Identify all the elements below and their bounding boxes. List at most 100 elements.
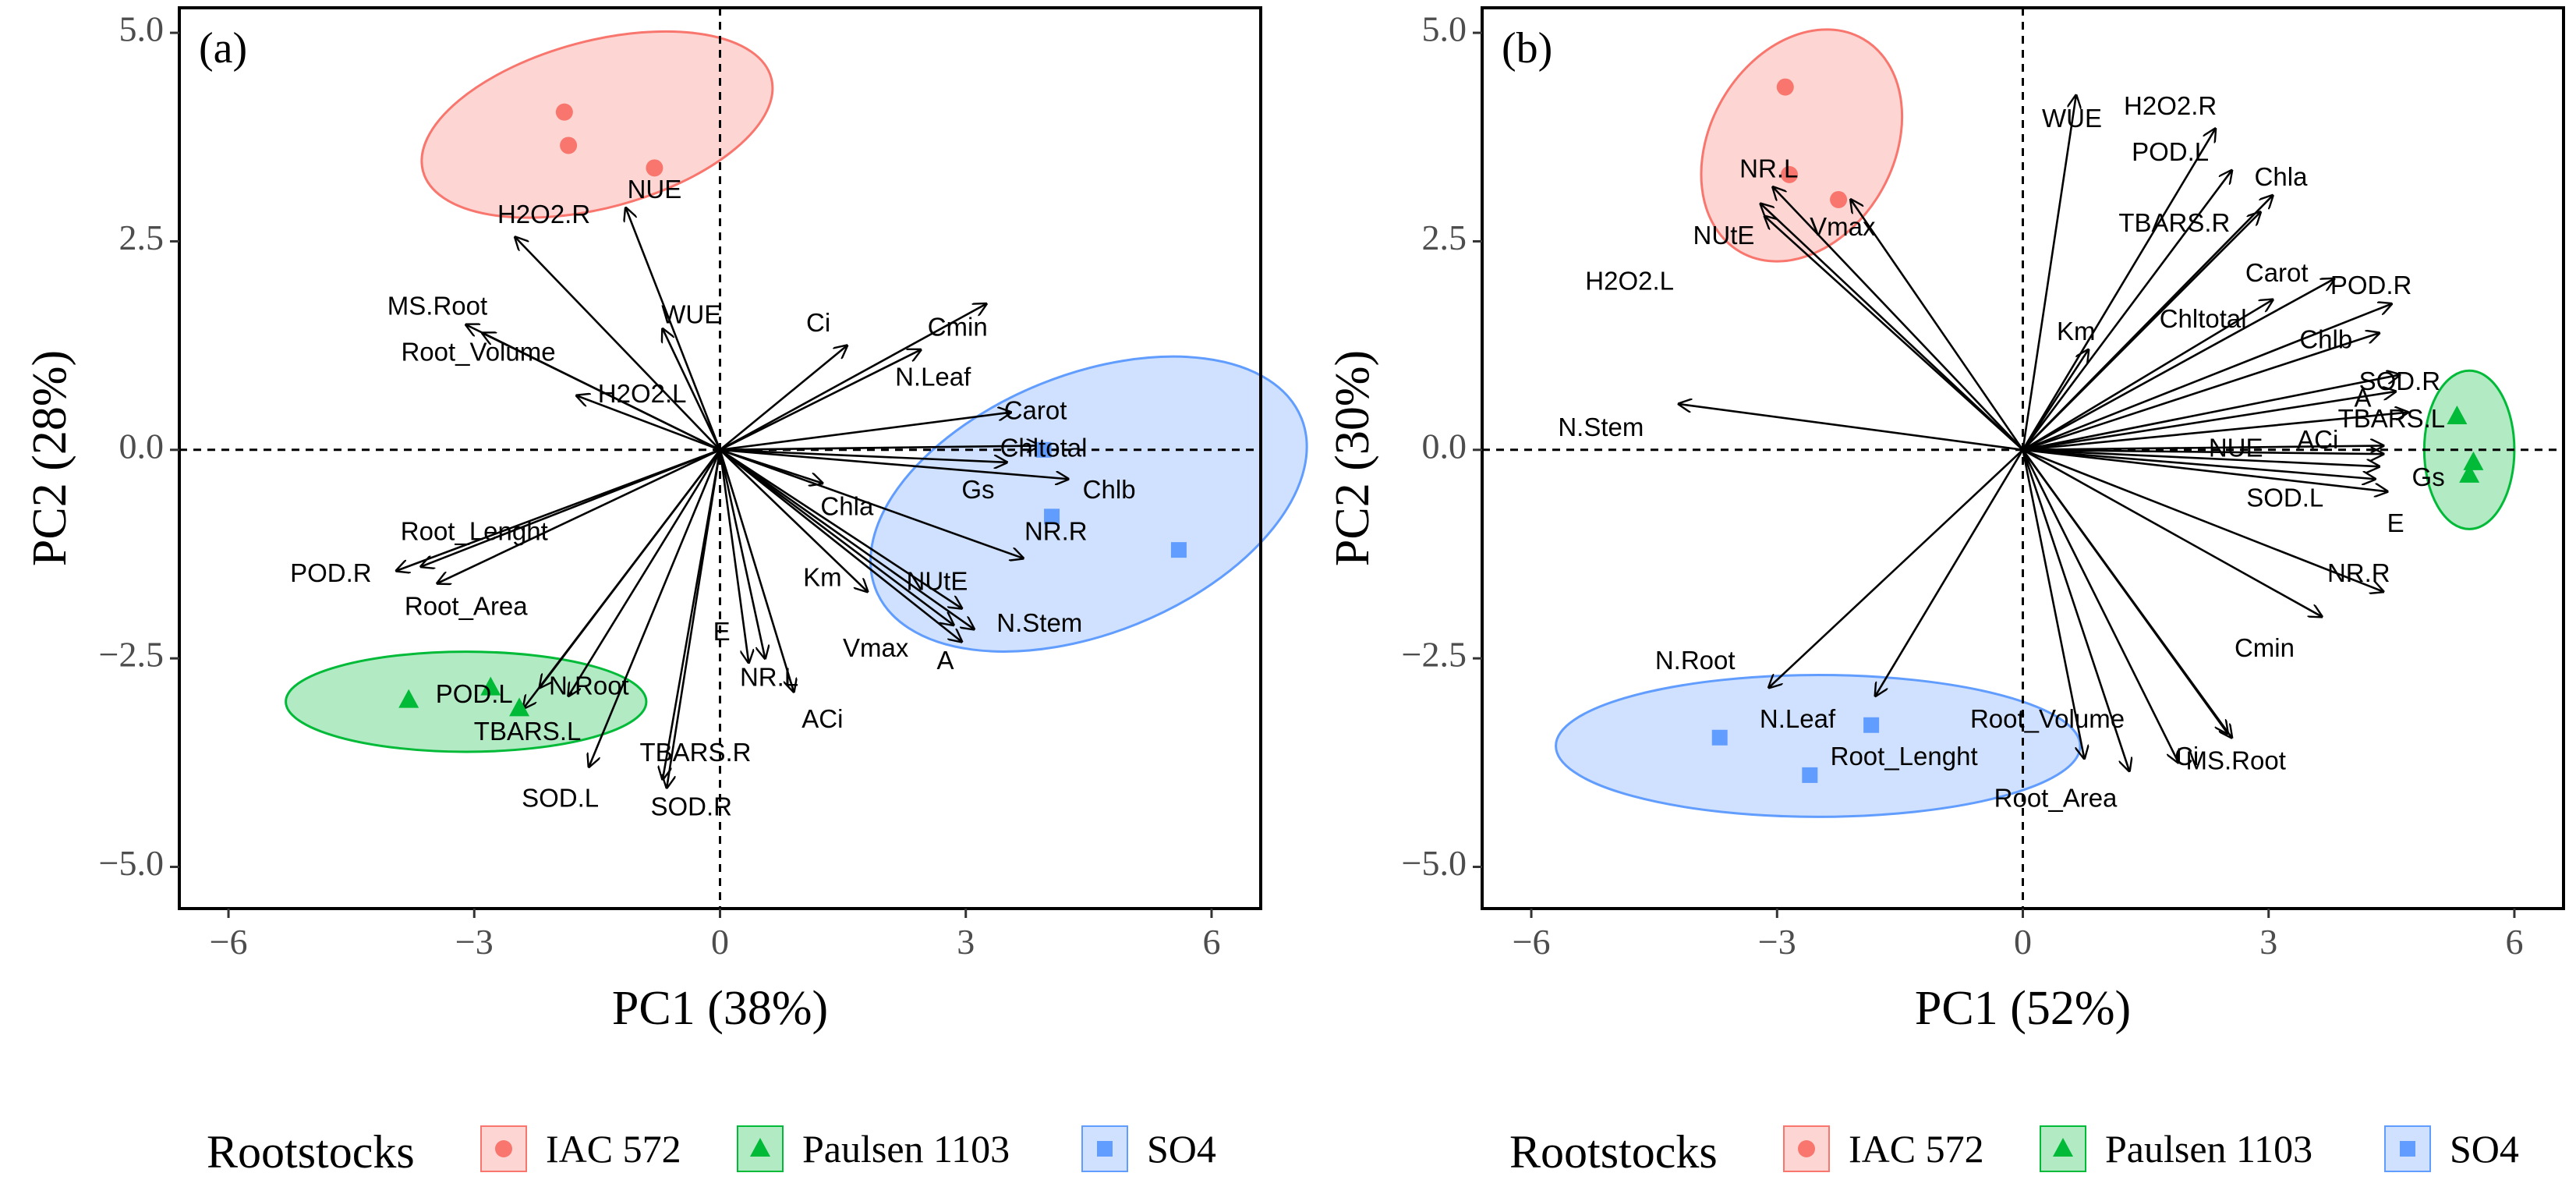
loading-arrow-cmin	[719, 304, 986, 451]
legend-label-paulsen1103: Paulsen 1103	[2105, 1127, 2312, 1171]
loading-label-nue: NUE	[628, 175, 682, 204]
loading-arrow-tbars-r	[2022, 212, 2261, 451]
point-so4	[1035, 441, 1052, 458]
loading-label-km: Km	[2057, 317, 2096, 345]
y-axis-title: PC2 (28%)	[23, 350, 76, 566]
legend-entry-iac572: IAC 572	[480, 1125, 681, 1172]
panel-label: (a)	[199, 24, 247, 73]
loading-arrow-e	[2022, 448, 2388, 491]
point-so4	[1802, 767, 1818, 783]
loading-label-carot: Carot	[2245, 258, 2309, 287]
legend-marker-square	[1097, 1141, 1113, 1157]
loading-label-e: E	[2387, 508, 2404, 537]
loading-label-pod-l: POD.L	[2132, 137, 2209, 166]
loading-arrow-pod-r	[396, 448, 720, 571]
loading-arrow-sod-l	[589, 449, 721, 767]
legend-marker-triangle	[750, 1138, 770, 1157]
y-tick-label: 2.5	[1422, 218, 1467, 257]
loading-arrow-aci	[719, 449, 794, 692]
loading-label-cmin: Cmin	[928, 312, 988, 341]
loading-label-ci: Ci	[806, 308, 830, 337]
panel-a: H2O2.R NUE MS.Root Root_Volume WUE H2O2.L Ci Cm…	[23, 6, 1308, 1035]
y-tick-label: −5.0	[1402, 843, 1467, 883]
x-tick-label: −3	[455, 922, 494, 962]
loading-arrow-chla	[720, 448, 823, 484]
confidence-ellipse-iac-572	[420, 30, 774, 219]
legend-label-so4: SO4	[2450, 1127, 2519, 1171]
loading-arrow-h2o2-l	[1765, 216, 2024, 451]
loading-label-sod-l: SOD.L	[2246, 484, 2323, 512]
loading-label-nue: NUE	[2209, 434, 2263, 462]
loading-label-pod-l: POD.L	[436, 679, 513, 708]
y-tick-label: 2.5	[119, 218, 165, 257]
y-tick-label: 0.0	[119, 426, 165, 466]
loading-label-h2o2-r: H2O2.R	[497, 200, 590, 229]
loading-label-chla: Chla	[2255, 162, 2309, 191]
loading-arrow-tbars-l	[2022, 413, 2408, 452]
loading-label-gs: Gs	[961, 475, 994, 504]
point-iac-572	[1830, 190, 1848, 208]
point-paulsen-1103	[2459, 463, 2480, 483]
loading-arrow-sod-r	[667, 449, 721, 788]
loading-arrow-e	[719, 449, 749, 663]
point-so4	[1044, 508, 1060, 525]
legend: Rootstocks IAC 572 Paulsen 1103 SO4 Root…	[207, 1125, 2519, 1178]
loading-label-n-root: N.Root	[1655, 646, 1736, 675]
loading-arrow-chlb	[720, 448, 1069, 479]
point-iac-572	[646, 159, 663, 177]
loading-arrow-km	[2022, 349, 2089, 451]
loading-arrow-root-volume	[483, 333, 721, 451]
y-tick-label: −2.5	[99, 635, 164, 675]
x-axis-title: PC1 (52%)	[1915, 982, 2131, 1035]
loading-label-pod-r: POD.R	[2330, 271, 2412, 299]
point-so4	[1170, 542, 1187, 558]
x-tick-label: 6	[1202, 922, 1220, 962]
loading-label-n-stem: N.Stem	[1558, 413, 1644, 441]
legend-marker-triangle	[2053, 1138, 2073, 1157]
x-tick-label: 3	[2259, 922, 2277, 962]
legend-marker-circle	[1798, 1140, 1815, 1157]
legend-marker-square	[2400, 1141, 2415, 1157]
panel-label: (b)	[1502, 24, 1552, 73]
confidence-ellipse-paulsen-1103	[285, 650, 648, 753]
loading-arrow-h2o2-l	[577, 395, 720, 452]
loading-arrow-h2o2-r	[515, 237, 721, 451]
loading-label-n-leaf: N.Leaf	[1760, 704, 1836, 733]
point-iac-572	[1776, 78, 1794, 96]
x-tick-label: −6	[1513, 922, 1551, 962]
loading-label-chltotal: Chltotal	[2160, 304, 2247, 333]
loading-arrow-n-stem	[1679, 404, 2023, 452]
point-paulsen-1103	[398, 689, 419, 708]
loading-label-nute: NUtE	[907, 567, 968, 596]
loading-label-pod-r: POD.R	[290, 558, 372, 587]
loading-arrow-ci	[719, 345, 847, 451]
loading-label-n-stem: N.Stem	[996, 608, 1082, 637]
loading-arrow-n-root	[568, 449, 721, 696]
loading-arrow-nr-r	[720, 448, 1024, 558]
loading-label-ci: Ci	[2174, 742, 2199, 771]
loading-arrow-ci	[2022, 449, 2179, 763]
loading-arrow-cmin	[2022, 448, 2323, 617]
loading-label-sod-r: SOD.R	[650, 792, 732, 820]
loading-label-wue: WUE	[661, 299, 721, 328]
confidence-ellipse-so4	[869, 355, 1308, 653]
legend-label-iac572: IAC 572	[546, 1127, 681, 1171]
loading-label-carot: Carot	[1004, 395, 1067, 424]
legend-entry-so4: SO4	[1081, 1125, 1216, 1172]
loading-label-h2o2-l: H2O2.L	[598, 379, 687, 408]
panel-b: WUE H2O2.R POD.L Chla TBARS.R Carot POD.R Chlto…	[1326, 6, 2565, 1035]
loading-label-ms-root: MS.Root	[387, 292, 487, 321]
loading-arrow-pod-r	[2022, 304, 2392, 452]
loading-arrow-a	[2022, 392, 2396, 452]
loading-arrow-carot	[2022, 279, 2334, 451]
legend-b: Rootstocks IAC 572 Paulsen 1103 SO4	[1509, 1125, 2519, 1178]
loading-arrow-nr-l	[1773, 187, 2024, 451]
loading-label-root-lenght: Root_Lenght	[1831, 742, 1978, 771]
point-paulsen-1103	[480, 676, 501, 696]
legend-title: Rootstocks	[1509, 1126, 1718, 1178]
loading-label-aci: ACi	[801, 704, 843, 733]
loading-label-chltotal: Chltotal	[1000, 434, 1088, 462]
legend-key-iac572	[480, 1125, 527, 1172]
loading-label-root-area: Root_Area	[405, 592, 528, 621]
